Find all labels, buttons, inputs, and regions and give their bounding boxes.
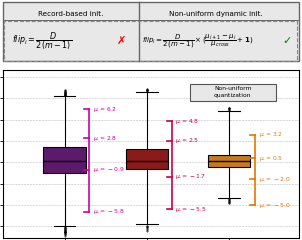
Text: $\mu_{₃}=-1.7$: $\mu_{₃}=-1.7$	[175, 172, 206, 181]
PathPatch shape	[208, 155, 250, 167]
Text: $\mu_{₄}=-5.0$: $\mu_{₄}=-5.0$	[259, 201, 290, 210]
Text: Record-based init.: Record-based init.	[38, 11, 104, 17]
Text: $\mu_{₂}=0.5$: $\mu_{₂}=0.5$	[259, 154, 283, 162]
Text: $\mu_{₁}=6.2$: $\mu_{₁}=6.2$	[93, 105, 116, 114]
Text: ✓: ✓	[282, 36, 292, 46]
Text: $\mu_{₁}=3.2$: $\mu_{₁}=3.2$	[259, 130, 282, 139]
Text: $\mathit{flip}_i = \dfrac{D}{2(m-1)}$: $\mathit{flip}_i = \dfrac{D}{2(m-1)}$	[12, 30, 72, 52]
Text: $\mathit{flip}_i = \dfrac{D}{2(m-1)} \times (\dfrac{\mu_{i+1}-\mu_i}{\mu_{cross}: $\mathit{flip}_i = \dfrac{D}{2(m-1)} \ti…	[142, 32, 253, 50]
PathPatch shape	[126, 150, 168, 169]
Bar	[190, 84, 276, 101]
Text: $\mu_{₁}=4.8$: $\mu_{₁}=4.8$	[175, 117, 199, 126]
Text: ✗: ✗	[117, 36, 126, 46]
Bar	[5, 21, 297, 61]
Text: $\mu_{₄}=-5.5$: $\mu_{₄}=-5.5$	[175, 205, 206, 214]
Text: $\mu_{₂}=2.5$: $\mu_{₂}=2.5$	[175, 136, 199, 145]
Text: $\mu_{₂}=2.8$: $\mu_{₂}=2.8$	[93, 134, 117, 143]
PathPatch shape	[43, 147, 86, 173]
Text: Non-uniform
quantization: Non-uniform quantization	[214, 86, 252, 98]
Text: $\mu_{₄}=-5.8$: $\mu_{₄}=-5.8$	[93, 207, 124, 216]
Text: $\mu_{₃}=-0.9$: $\mu_{₃}=-0.9$	[93, 166, 124, 174]
Text: Non-uniform dynamic init.: Non-uniform dynamic init.	[169, 11, 263, 17]
Text: $\mu_{₃}=-2.0$: $\mu_{₃}=-2.0$	[259, 175, 290, 184]
